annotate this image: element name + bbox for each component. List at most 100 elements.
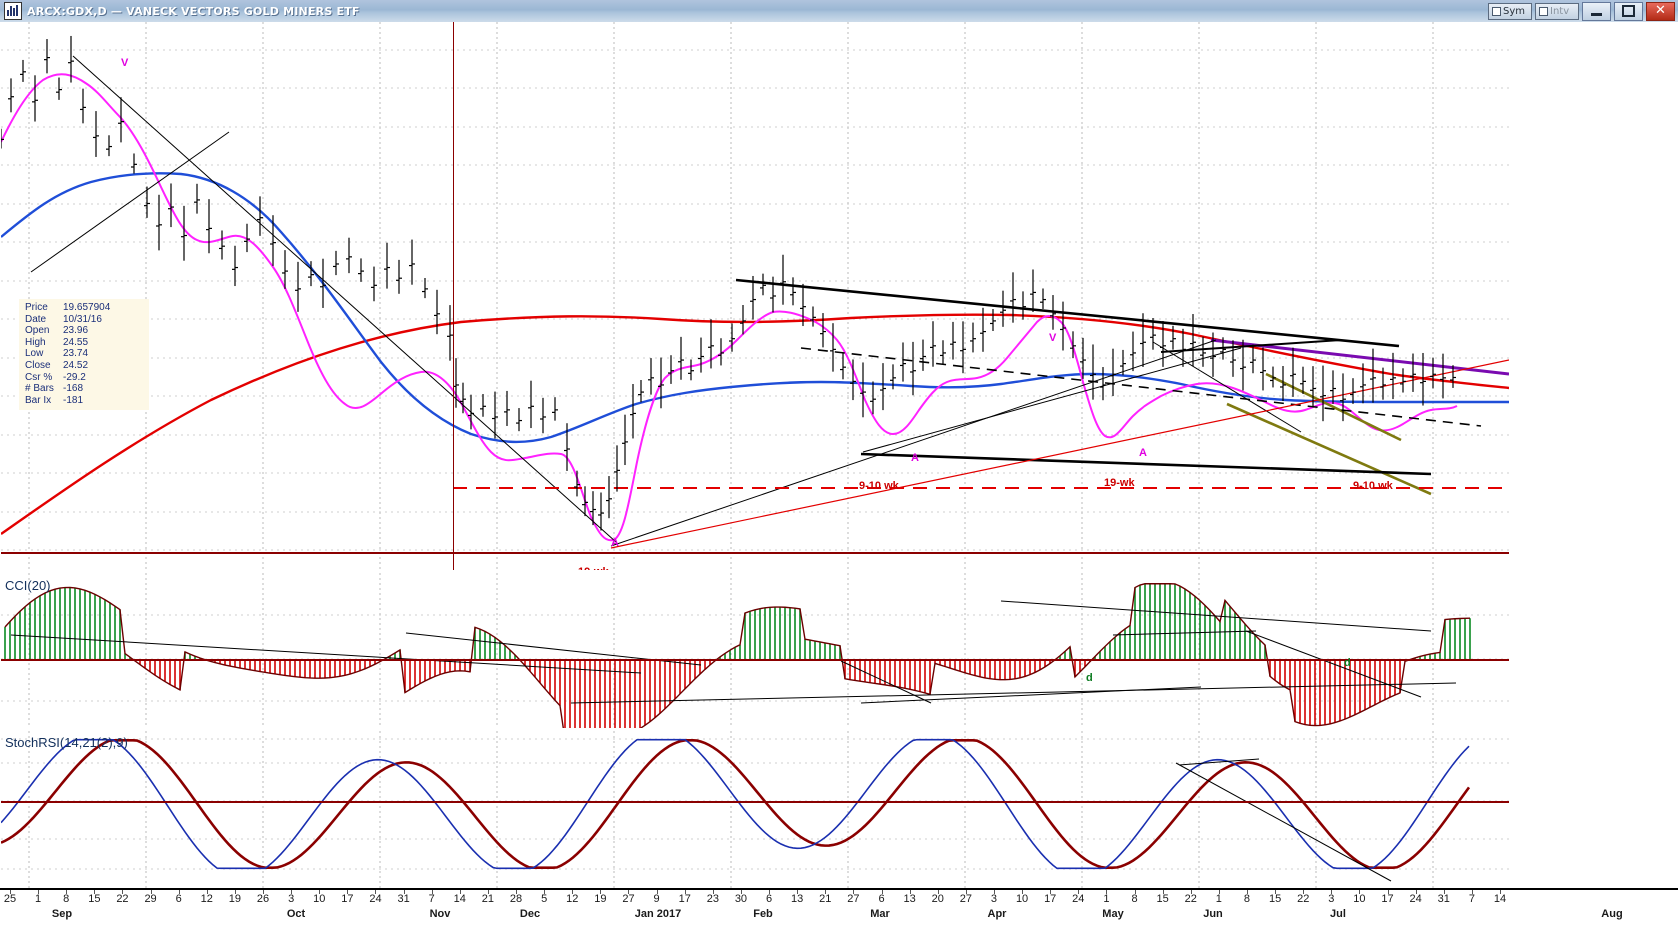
date-tick-mark	[572, 890, 574, 894]
date-tick-label: 21	[481, 893, 495, 905]
price-horizontal-marker	[1, 552, 1509, 554]
black-trendline-mid	[1160, 339, 1342, 353]
month-label: Feb	[753, 908, 773, 920]
date-tick-mark	[825, 890, 827, 894]
date-tick-label: 3	[990, 893, 998, 905]
stochrsi-chart-svg	[1, 731, 1509, 888]
date-tick-mark	[263, 890, 265, 894]
date-tick-label: 27	[847, 893, 860, 905]
stochrsi-panel-label: StochRSI(14,21(2),9)	[5, 735, 128, 750]
date-tick-label: 15	[1268, 893, 1282, 905]
date-tick-mark	[1387, 890, 1389, 894]
date-tick-mark	[600, 890, 602, 894]
date-tick-mark	[178, 890, 180, 894]
date-tick-label: 6	[175, 893, 182, 905]
info-row-label: Price	[25, 302, 48, 313]
chart-bars-icon	[4, 2, 22, 20]
date-tick-label: 8	[1243, 893, 1251, 905]
date-tick-mark	[375, 890, 377, 894]
date-tick-mark	[94, 890, 96, 894]
info-row: Low 23.74	[25, 348, 145, 360]
date-axis[interactable]: 25 1 8 15 22 29 6 12 19 26 3 10 17 24 31 7 14 21 28 5 12 19 27…	[0, 888, 1678, 930]
date-tick-label: 14	[453, 893, 466, 905]
date-tick-mark	[66, 890, 68, 894]
thin-trendline-4	[862, 347, 1242, 453]
price-plot-area[interactable]: Price 19.657904 Date 10/31/16 Open 23.96 High 2…	[1, 22, 1509, 570]
olive-trendline-2	[1226, 402, 1432, 496]
date-tick-mark	[1359, 890, 1361, 894]
date-tick-mark	[1303, 890, 1305, 894]
info-row-label: Low	[25, 348, 44, 360]
date-tick-mark	[150, 890, 152, 894]
thin-trendline-2	[72, 55, 617, 543]
chart-annotation: d	[1344, 657, 1351, 669]
date-tick-label: 17	[1044, 893, 1057, 905]
date-tick-label: 27	[959, 893, 972, 905]
date-tick-label: 15	[88, 893, 101, 905]
info-row: # Bars -168	[25, 383, 145, 395]
cci-panel-label: CCI(20)	[5, 578, 51, 593]
info-row-value: -181	[63, 394, 84, 406]
date-tick-mark	[319, 890, 321, 894]
cci-trendline-5	[860, 686, 1202, 704]
month-label: Apr	[987, 908, 1007, 920]
date-tick-mark	[1275, 890, 1277, 894]
chart-annotation: 9-10 wk	[859, 480, 899, 492]
date-tick-label: 17	[341, 893, 354, 905]
date-tick-label: 9	[653, 893, 660, 905]
date-tick-mark	[712, 890, 714, 894]
maximize-button[interactable]	[1614, 1, 1643, 21]
chart-frame: Price 19.657904 Date 10/31/16 Open 23.96 High 2…	[0, 22, 1678, 930]
date-tick-label: 10	[1353, 893, 1366, 905]
info-row-value: 23.96	[63, 325, 89, 337]
cci-trendline-1	[10, 634, 642, 674]
sym-button[interactable]: Sym	[1488, 2, 1532, 20]
fast-ma-line	[1, 73, 1458, 542]
date-tick-label: 3	[288, 893, 295, 905]
month-label: May	[1102, 908, 1124, 920]
info-row-label: # Bars	[25, 383, 54, 395]
month-label: Oct	[286, 908, 306, 920]
info-row-label: Bar Ix	[25, 394, 52, 406]
close-button[interactable]: ✕	[1646, 1, 1675, 21]
intv-checkbox-icon[interactable]	[1539, 6, 1548, 16]
chart-annotation: d	[1086, 672, 1093, 684]
intv-button[interactable]: Intv	[1535, 2, 1579, 20]
date-tick-label: 6	[765, 893, 773, 905]
date-tick-label: 15	[1156, 893, 1169, 905]
stochrsi-trendline-2	[1178, 758, 1260, 766]
stochrsi-plot-area[interactable]	[1, 731, 1509, 888]
date-tick-label: 24	[1409, 893, 1422, 905]
date-tick-label: 10	[1015, 893, 1029, 905]
date-tick-mark	[1190, 890, 1192, 894]
minimize-button[interactable]	[1582, 1, 1611, 21]
date-tick-mark	[1050, 890, 1052, 894]
info-row: Date 10/31/16	[25, 314, 145, 326]
info-row-value: 19.657904	[63, 302, 111, 313]
date-tick-label: 22	[1297, 893, 1310, 905]
info-row: High 24.55	[25, 337, 145, 349]
month-label: Dec	[519, 908, 541, 920]
date-tick-label: 12	[200, 893, 213, 905]
cci-trendline-6	[1000, 600, 1432, 632]
date-tick-mark	[797, 890, 799, 894]
date-tick-mark	[937, 890, 939, 894]
date-tick-mark	[1500, 890, 1501, 894]
sym-checkbox-icon[interactable]	[1492, 6, 1501, 16]
info-row: Bar Ix -181	[25, 395, 145, 407]
black-dashed-trendline	[800, 347, 1482, 427]
date-tick-label: 31	[397, 893, 410, 905]
date-tick-mark	[881, 890, 883, 894]
date-tick-mark	[516, 890, 518, 894]
stochrsi-trendline-1	[1175, 762, 1392, 882]
info-row-value: 24.52	[63, 359, 89, 371]
month-label: Sep	[51, 908, 73, 920]
chart-annotation: 9-10 wk	[1353, 480, 1393, 492]
chart-annotation: 19-wk	[1104, 477, 1135, 489]
chart-annotation: A	[911, 452, 919, 464]
date-tick-label: 10	[313, 893, 326, 905]
date-tick-mark	[1022, 890, 1024, 894]
date-tick-mark	[656, 890, 658, 894]
date-tick-label: 14	[1493, 893, 1507, 905]
